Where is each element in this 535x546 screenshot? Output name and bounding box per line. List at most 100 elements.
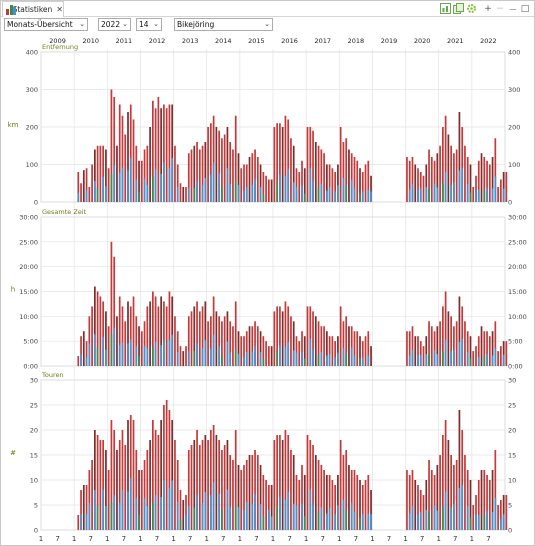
bar-segment (96, 187, 99, 202)
bar-segment (179, 520, 182, 530)
minimize-icon[interactable]: — (509, 5, 517, 13)
count-select[interactable]: 14 ⌄ (136, 18, 162, 31)
close-icon[interactable]: ✕ (56, 4, 63, 14)
y-tick-label: 10:00 (19, 313, 38, 321)
bar-segment (163, 340, 165, 366)
bar (480, 153, 483, 202)
bar (303, 336, 306, 366)
bar-segment (138, 515, 140, 530)
month-tick-label: 1 (337, 535, 341, 543)
bar (140, 470, 143, 530)
bar (135, 145, 138, 202)
bar (326, 164, 328, 202)
bar-segment (127, 491, 129, 530)
year-label: 2012 (149, 37, 166, 45)
bar (149, 127, 151, 202)
bar (475, 175, 477, 202)
bar (356, 331, 359, 366)
bar (196, 430, 198, 530)
bar (88, 187, 91, 202)
bar (284, 115, 287, 202)
bar (259, 331, 262, 366)
bar-segment (350, 503, 353, 530)
bar-segment (417, 355, 419, 366)
bar (121, 430, 124, 530)
bar (237, 465, 240, 530)
bar-segment (309, 339, 312, 366)
y-tick-label: 200 (26, 124, 38, 132)
bar-segment (229, 352, 232, 366)
bar (146, 450, 149, 530)
y-tick-label-right: 400 (508, 49, 520, 57)
year-select[interactable]: 2022 ⌄ (98, 18, 131, 31)
y-tick-label: 0 (34, 527, 38, 535)
bar (149, 301, 151, 366)
bar (414, 336, 417, 366)
bar (284, 430, 287, 530)
bar-segment (243, 510, 245, 530)
bar (140, 160, 143, 202)
bar-segment (502, 188, 505, 202)
bar (301, 331, 303, 366)
bar-segment (218, 346, 220, 366)
bar (226, 127, 229, 202)
bar (254, 149, 256, 202)
month-tick-label: 1 (72, 535, 76, 543)
maximize-icon[interactable]: □ (520, 4, 530, 14)
bar-segment (229, 184, 232, 202)
bar (353, 470, 356, 530)
bar-segment (295, 505, 298, 530)
bar (458, 112, 461, 202)
bar (268, 179, 270, 202)
bar (494, 450, 497, 530)
bar-segment (309, 168, 312, 202)
bar (171, 104, 174, 202)
bar-segment (110, 334, 113, 366)
bar (165, 400, 168, 530)
bar (234, 115, 237, 202)
copy-icon[interactable] (452, 3, 464, 15)
add-icon[interactable]: + (484, 4, 492, 14)
year-label: 2009 (49, 37, 66, 45)
bar (99, 296, 102, 366)
month-tick-label: 7 (55, 535, 59, 543)
period-select[interactable]: Monats-Übersicht ⌄ (4, 18, 88, 31)
bar-segment (436, 187, 439, 202)
sport-select[interactable]: Bikejöring ⌄ (174, 18, 273, 31)
count-select-value: 14 (139, 20, 149, 29)
bar (82, 485, 85, 530)
bar (475, 495, 477, 530)
bar-segment (276, 182, 278, 202)
bar (223, 134, 226, 202)
bar (176, 164, 179, 202)
remove-icon[interactable]: − (496, 4, 504, 14)
bar (102, 440, 104, 530)
settings-icon[interactable] (465, 3, 477, 15)
bar-segment (135, 346, 138, 366)
bar-segment (342, 348, 345, 366)
bar (196, 301, 198, 366)
bar-segment (408, 513, 411, 530)
bar (450, 316, 452, 366)
month-tick-label: 1 (105, 535, 109, 543)
bar (77, 356, 80, 366)
bar-segment (254, 345, 256, 366)
bar (207, 440, 209, 530)
bar-segment (433, 350, 436, 366)
bar (218, 130, 220, 202)
tab-statistics[interactable]: Statistiken ✕ (2, 1, 64, 17)
bar-segment (129, 158, 132, 202)
bar (364, 336, 367, 366)
bar-segment (334, 357, 336, 366)
export-chart-icon[interactable] (439, 3, 451, 15)
bar (232, 326, 234, 366)
month-tick-label: 1 (403, 535, 407, 543)
bar (201, 306, 204, 366)
bar (359, 168, 361, 202)
bar-segment (466, 506, 469, 530)
bar (223, 316, 226, 366)
bar-segment (461, 339, 464, 366)
bar-segment (196, 181, 198, 202)
bar-segment (494, 348, 497, 366)
bar-segment (361, 191, 364, 202)
